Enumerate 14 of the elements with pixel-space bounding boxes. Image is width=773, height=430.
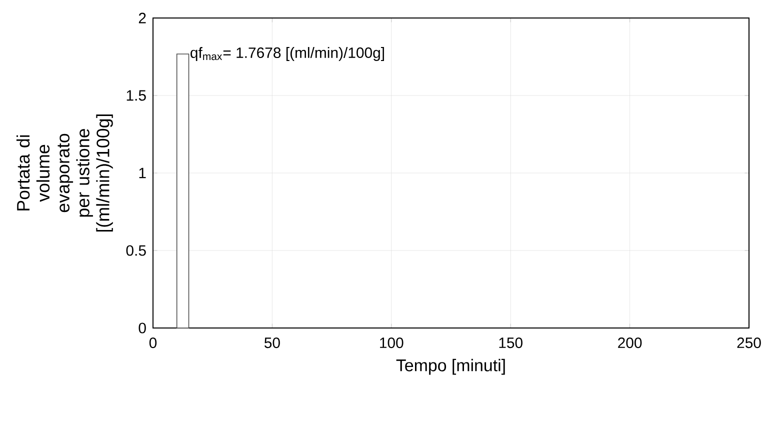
x-tick-label: 250 bbox=[737, 337, 761, 348]
x-tick-label: 50 bbox=[264, 337, 280, 348]
x-axis-title: Tempo [minuti] bbox=[396, 358, 505, 375]
y-axis-title: Portata di volume evaporato per ustione [(ml/min)/100g] bbox=[16, 114, 113, 232]
y-tick-label: 1.5 bbox=[126, 90, 146, 101]
annotation: qf$_{max}$= 1.7678 [(ml/min)/100g] bbox=[190, 47, 384, 61]
x-tick-label: 0 bbox=[149, 337, 157, 348]
y-tick-label: 0 bbox=[138, 322, 146, 334]
y-tick-label: 0.5 bbox=[126, 245, 146, 256]
y-tick-label: 1 bbox=[139, 168, 146, 178]
x-tick-label: 100 bbox=[380, 337, 404, 348]
x-tick-label: 150 bbox=[499, 337, 522, 348]
x-tick-label: 200 bbox=[618, 337, 642, 348]
y-tick-label: 2 bbox=[138, 12, 146, 24]
